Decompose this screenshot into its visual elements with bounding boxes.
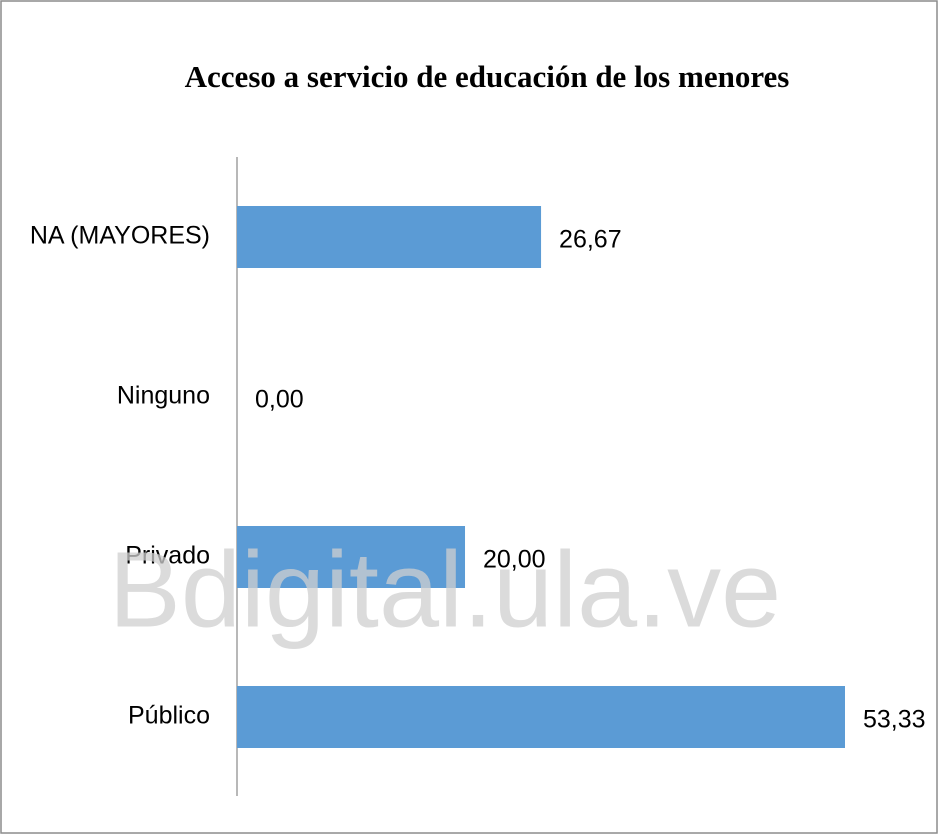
data-label: 0,00 <box>255 386 304 414</box>
data-label: 53,33 <box>863 706 926 734</box>
bar <box>237 686 845 748</box>
category-label: NA (MAYORES) <box>30 222 210 250</box>
data-label: 26,67 <box>559 226 622 254</box>
watermark: Bdigital.ula.ve <box>109 529 781 650</box>
bar <box>237 206 542 268</box>
data-label: 20,00 <box>483 546 546 574</box>
category-label: Privado <box>125 542 210 570</box>
category-label: Público <box>128 702 210 730</box>
category-label: Ninguno <box>117 382 210 410</box>
chart-title: Acceso a servicio de educación de los me… <box>185 59 790 94</box>
bar <box>237 526 466 588</box>
